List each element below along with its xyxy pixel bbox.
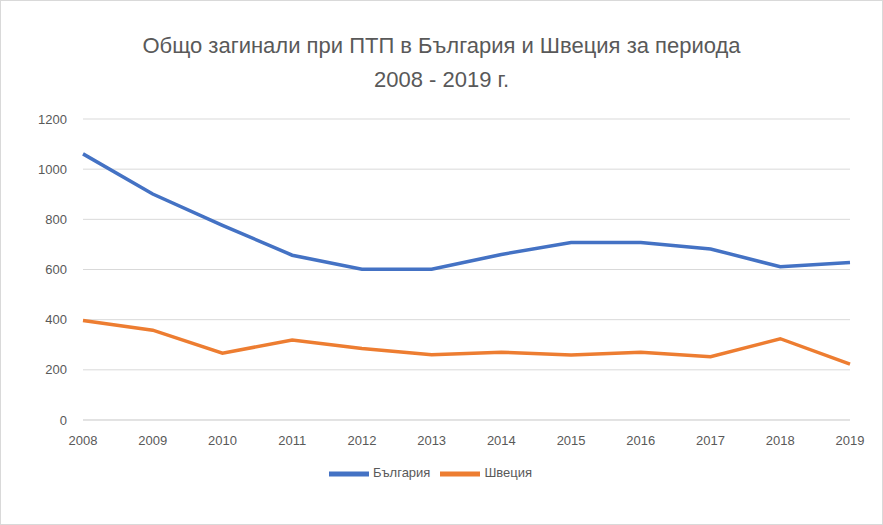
svg-text:2008: 2008 [69, 433, 98, 448]
svg-text:2012: 2012 [347, 433, 376, 448]
svg-text:2018: 2018 [766, 433, 795, 448]
svg-text:800: 800 [45, 212, 67, 227]
svg-text:2009: 2009 [138, 433, 167, 448]
svg-text:400: 400 [45, 312, 67, 327]
html-text:Швеция: Швеция [484, 465, 533, 481]
svg-text:1000: 1000 [38, 162, 67, 177]
svg-text:2014: 2014 [487, 433, 516, 448]
svg-text:2017: 2017 [696, 433, 725, 448]
html-text:Общо загинали при ПТП в Българ: Общо загинали при ПТП в България и Швеци… [142, 33, 741, 92]
svg-text:2010: 2010 [208, 433, 237, 448]
svg-text:0: 0 [60, 413, 67, 428]
svg-text:2013: 2013 [417, 433, 446, 448]
html-text:България: България [372, 465, 431, 481]
svg-text:2016: 2016 [626, 433, 655, 448]
svg-text:1200: 1200 [38, 112, 67, 127]
svg-text:600: 600 [45, 262, 67, 277]
svg-text:2019: 2019 [836, 433, 865, 448]
svg-text:200: 200 [45, 362, 67, 377]
svg-text:2011: 2011 [278, 433, 306, 448]
svg-text:2015: 2015 [557, 433, 586, 448]
